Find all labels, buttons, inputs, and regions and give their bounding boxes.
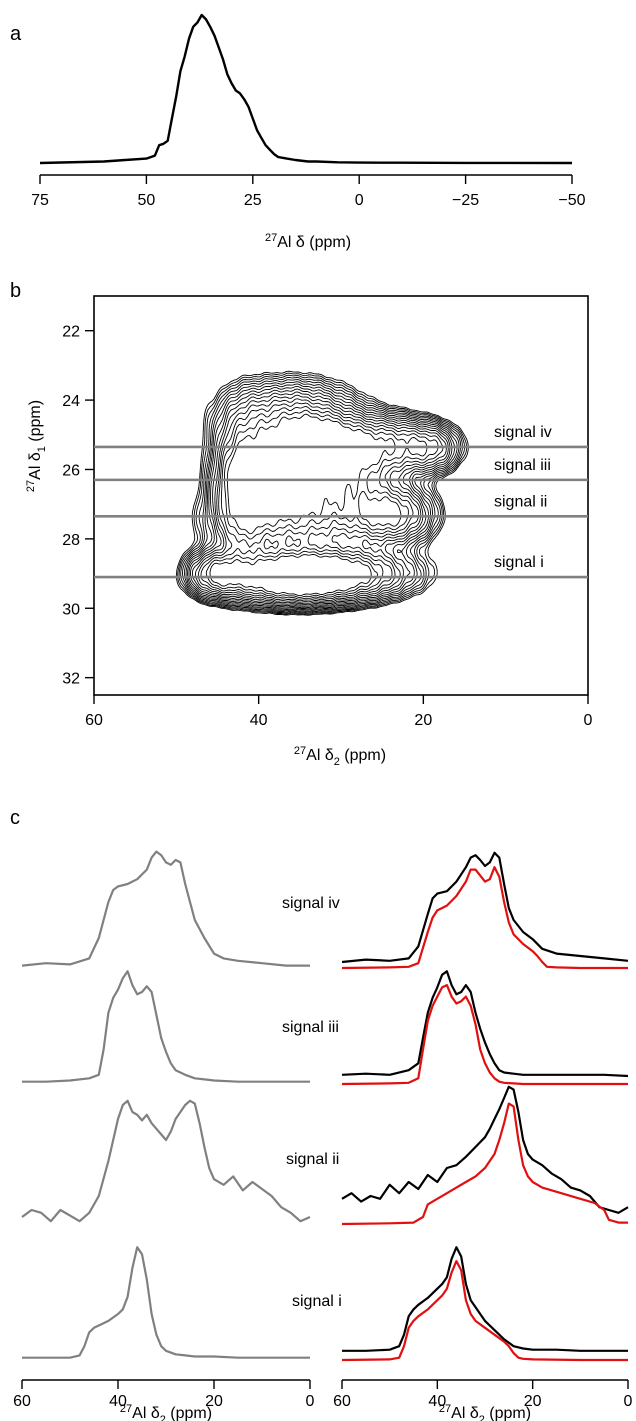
- panel-b-x-tick-label: 40: [250, 712, 268, 729]
- panel-c-x-tick-label: 0: [624, 1393, 633, 1410]
- panel-b-letter: b: [10, 280, 21, 302]
- panel-a-x-axis-title: 27Al δ (ppm): [265, 232, 351, 251]
- contour-level: [200, 405, 439, 600]
- slice-spectrum-line: [22, 970, 310, 1083]
- signal-label: signal iv: [282, 895, 340, 912]
- panel-c-x-tick-label: 60: [13, 1393, 31, 1410]
- contour-level: [178, 374, 466, 614]
- contour-level: [209, 413, 402, 597]
- contour-map: [175, 370, 469, 616]
- panel-b-y-tick-label: 28: [62, 532, 80, 549]
- signal-label: signal i: [292, 1293, 342, 1310]
- panel-b-x-ticks: 60 40 20 0: [85, 695, 593, 729]
- signal-labels: signal iv signal iii signal ii signal i: [282, 895, 342, 1310]
- panel-c-x-tick-label: 40: [109, 1393, 127, 1410]
- panel-a-spectrum-line: [39, 13, 573, 165]
- panel-a-x-tick-label: 0: [355, 192, 364, 209]
- panel-b-y-ticks: 22 24 26 28 30 32: [62, 324, 94, 688]
- panel-b-y-tick-label: 30: [62, 601, 80, 618]
- panel-c-x-tick-label: 60: [333, 1393, 351, 1410]
- contour-level: [190, 391, 451, 606]
- panel-a-spectrum: [39, 13, 573, 165]
- slice-spectrum-line: [22, 1246, 310, 1359]
- slice-spectrum-line: [341, 866, 628, 970]
- contour-level: [175, 370, 469, 616]
- slice-label: signal i: [494, 554, 544, 571]
- panel-a-letter: a: [10, 23, 22, 45]
- panel-c-left-x-axis-title: 27Al δ2 (ppm): [120, 1403, 212, 1421]
- slice-label: signal iii: [494, 457, 551, 474]
- panel-c-letter: c: [10, 807, 20, 829]
- panel-a-x-ticks: 75 50 25 0 −25 −50: [31, 175, 586, 209]
- slice-label: signal ii: [494, 493, 547, 510]
- panel-b-x-tick-label: 20: [414, 712, 432, 729]
- panel-a-x-tick-label: −50: [558, 192, 585, 209]
- panel-c-x-tick-label: 40: [428, 1393, 446, 1410]
- slice-spectra: [21, 850, 629, 1362]
- contour-level: [183, 381, 460, 611]
- signal-label: signal ii: [286, 1151, 339, 1168]
- panel-c-x-tick-label: 20: [205, 1393, 223, 1410]
- signal-label: signal iii: [282, 1019, 339, 1036]
- slice-spectrum-line: [341, 1085, 629, 1214]
- slice-spectrum-line: [341, 1260, 628, 1362]
- panel-a-x-tick-label: −25: [452, 192, 479, 209]
- contour-level: [195, 398, 447, 603]
- panel-b-y-tick-label: 24: [62, 393, 80, 410]
- panel-c-x-tick-label: 0: [306, 1393, 315, 1410]
- slice-spectrum-line: [21, 1099, 311, 1223]
- panel-c-right-x-axis-title: 27Al δ2 (ppm): [439, 1403, 531, 1421]
- panel-b-frame: [93, 295, 589, 696]
- panel-b-y-axis-title: 27Al δ1 (ppm): [25, 400, 48, 492]
- contour-level: [182, 379, 462, 612]
- panel-b-y-tick-label: 26: [62, 462, 80, 479]
- slice-spectrum-line: [341, 970, 629, 1078]
- panel-b-x-tick-label: 60: [85, 712, 103, 729]
- slice-lines: signal iv signal iii signal ii signal i: [94, 424, 588, 579]
- slice-spectrum-line: [341, 851, 629, 964]
- panel-a-x-tick-label: 75: [31, 192, 49, 209]
- slice-spectrum-line: [21, 850, 310, 967]
- panel-a: a 75 50 25 0 −25 −50 27Al δ (ppm): [10, 13, 586, 251]
- panel-a-x-tick-label: 50: [138, 192, 156, 209]
- panel-b-x-tick-label: 0: [584, 712, 593, 729]
- panel-c: c signal iv signal iii signal ii signal i 6…: [10, 807, 633, 1421]
- contour-level: [185, 383, 458, 610]
- panel-b: b signal iv signal iii signal ii signal i 6…: [10, 280, 593, 768]
- slice-spectrum-line: [342, 1246, 628, 1352]
- panel-c-x-ticks: 60 40 20 0 60 40 20 0: [13, 1380, 633, 1410]
- slice-label: signal iv: [494, 424, 552, 441]
- panel-b-y-tick-label: 22: [62, 324, 80, 341]
- panel-b-y-tick-label: 32: [62, 671, 80, 688]
- slice-spectrum-line: [341, 1102, 628, 1226]
- panel-b-x-axis-title: 27Al δ2 (ppm): [294, 745, 386, 768]
- panel-c-x-tick-label: 20: [524, 1393, 542, 1410]
- slice-spectrum-line: [341, 984, 628, 1086]
- panel-a-x-tick-label: 25: [244, 192, 262, 209]
